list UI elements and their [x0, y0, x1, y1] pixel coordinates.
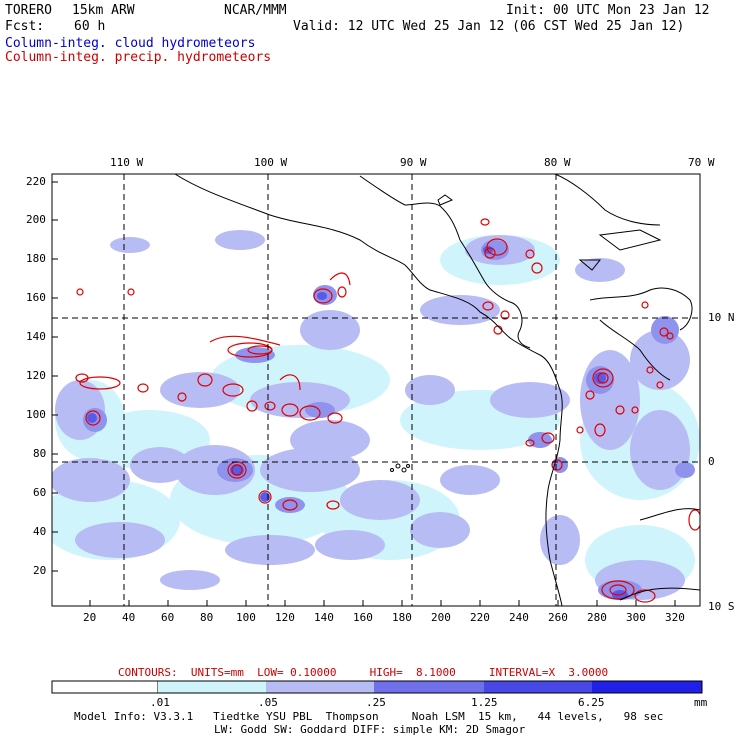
y-tick-label: 80	[33, 447, 47, 460]
y-tick-label: 60	[33, 486, 47, 499]
x-tick-label: 180	[392, 611, 412, 624]
model-resolution: 15km ARW	[72, 3, 135, 18]
y-tick-label: 180	[26, 252, 46, 265]
model-info-line2: LW: Godd SW: Goddard DIFF: simple KM: 2D…	[214, 723, 526, 736]
lon-label-90w: 90 W	[400, 156, 427, 169]
x-tick-label: 100	[236, 611, 256, 624]
x-tick-label: 20	[83, 611, 97, 624]
field-cloud-title: Column-integ. cloud hydrometeors	[5, 36, 256, 51]
y-tick-label: 200	[26, 213, 46, 226]
x-tick-label: 280	[587, 611, 607, 624]
colorbar-label: .01	[150, 696, 170, 709]
model-center: NCAR/MMM	[224, 3, 287, 18]
colorbar-label: 1.25	[471, 696, 498, 709]
field-precip-title: Column-integ. precip. hydrometeors	[5, 50, 272, 65]
x-tick-label: 60	[161, 611, 175, 624]
lon-label-100w: 100 W	[254, 156, 288, 169]
forecast-label: Fcst:	[5, 19, 45, 34]
x-tick-label: 140	[314, 611, 334, 624]
valid-time: Valid: 12 UTC Wed 25 Jan 12 (06 CST Wed …	[293, 19, 685, 34]
lon-label-70w: 70 W	[688, 156, 715, 169]
y-tick-label: 40	[33, 525, 47, 538]
model-info-line1: Model Info: V3.3.1 Tiedtke YSU PBL Thomp…	[74, 710, 664, 723]
colorbar-label: 6.25	[578, 696, 605, 709]
x-tick-label: 200	[431, 611, 451, 624]
lat-label-10n: 10 N	[708, 311, 735, 324]
lon-label-80w: 80 W	[544, 156, 571, 169]
x-tick-label: 160	[353, 611, 373, 624]
coastlines	[174, 174, 700, 606]
lon-label-110w: 110 W	[110, 156, 144, 169]
latlon-gridlines	[52, 174, 700, 606]
x-tick-label: 320	[665, 611, 685, 624]
y-tick-label: 140	[26, 330, 46, 343]
axis-ticks	[52, 181, 676, 606]
x-tick-label: 240	[509, 611, 529, 624]
precip-contours	[75, 218, 700, 603]
forecast-hour: 60 h	[74, 19, 106, 34]
y-tick-label: 220	[26, 175, 46, 188]
x-tick-label: 80	[200, 611, 214, 624]
x-tick-label: 220	[470, 611, 490, 624]
lat-label-10s: 10 S	[708, 600, 735, 613]
model-name: TORERO	[5, 3, 52, 18]
x-tick-label: 40	[122, 611, 136, 624]
colorbar-label: .25	[366, 696, 386, 709]
plot-frame	[51, 173, 701, 607]
x-tick-label: 300	[626, 611, 646, 624]
y-tick-label: 120	[26, 369, 46, 382]
y-tick-label: 20	[33, 564, 47, 577]
colorbar-unit: mm	[694, 696, 708, 709]
colorbar-label: .05	[258, 696, 278, 709]
y-tick-label: 160	[26, 291, 46, 304]
x-tick-label: 260	[548, 611, 568, 624]
y-tick-label: 100	[26, 408, 46, 421]
lat-label-0: 0	[708, 455, 715, 468]
contour-info: CONTOURS: UNITS=mm LOW= 0.10000 HIGH= 8.…	[118, 666, 609, 679]
init-time: Init: 00 UTC Mon 23 Jan 12	[506, 3, 710, 18]
colorbar	[51, 680, 703, 694]
x-tick-label: 120	[275, 611, 295, 624]
cloud-shading	[52, 230, 700, 600]
